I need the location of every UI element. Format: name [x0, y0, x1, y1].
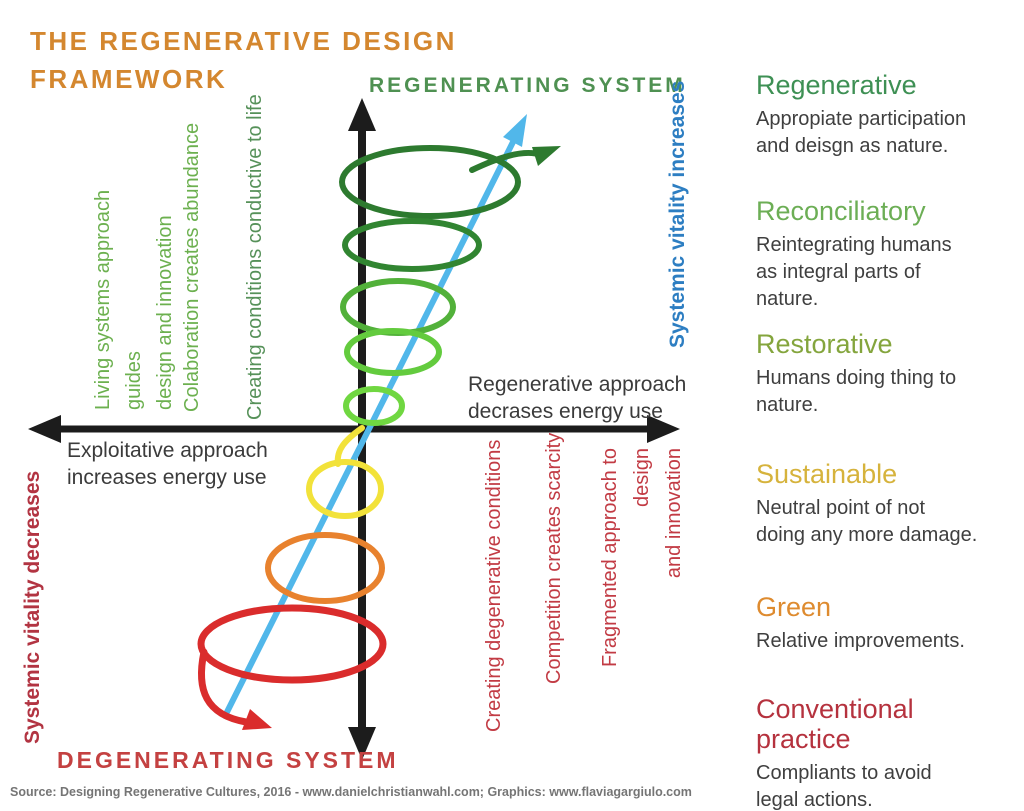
- legend-desc-line: Appropiate participation: [756, 108, 967, 130]
- legend-desc-restorative: Humans doing thing to nature.: [756, 365, 1006, 419]
- page-title: THE REGENERATIVE DESIGN FRAMEWORK: [30, 22, 457, 98]
- legend-desc-line: Compliants to avoid: [756, 762, 932, 784]
- legend-item-conventional-practice: Conventional practice Compliants to avoi…: [756, 694, 1006, 811]
- legend-term-reconciliatory: Reconciliatory: [756, 196, 926, 226]
- legend-desc-line: Humans doing thing to: [756, 367, 957, 389]
- axis-arrow-right-icon: [647, 415, 680, 443]
- note-exploitative-approach: Exploitative approach increases energy u…: [67, 437, 268, 491]
- note-exploitative-line1: Exploitative approach: [67, 439, 268, 462]
- legend-item-restorative: Restorative Humans doing thing to nature…: [756, 329, 1006, 419]
- label-creating-conditions: Creating conditions conductive to life: [244, 94, 266, 420]
- green-spiral-arrow-icon: [532, 146, 561, 166]
- source-attribution: Source: Designing Regenerative Cultures,…: [10, 785, 692, 799]
- legend-term-regenerative: Regenerative: [756, 70, 917, 100]
- spiral-loop-green-1: [339, 145, 521, 219]
- spiral-exit-arm-red: [197, 648, 250, 726]
- blue-trend-arrow-icon: [503, 114, 527, 147]
- legend-desc-line: nature.: [756, 288, 819, 310]
- legend-desc-line: legal actions.: [756, 789, 873, 811]
- legend-desc-regenerative: Appropiate participation and deisgn as n…: [756, 106, 1006, 160]
- legend-desc-line: nature.: [756, 394, 819, 416]
- spiral-loop-green-5: [343, 386, 405, 426]
- legend-desc-line: doing any more damage.: [756, 524, 978, 546]
- legend-desc-conventional-practice: Compliants to avoid legal actions.: [756, 760, 1006, 811]
- spiral-loop-green-2: [342, 218, 482, 272]
- label-living-systems-line1: Living systems approach guides: [92, 189, 145, 410]
- legend: Regenerative Appropiate participation an…: [756, 0, 1016, 811]
- legend-desc-reconciliatory: Reintegrating humans as integral parts o…: [756, 232, 1006, 313]
- label-fragmented-approach: Fragmented approach to design and innova…: [594, 448, 690, 727]
- label-vitality-increases: Systemic vitality increases: [666, 80, 689, 348]
- label-fragmented-line1: Fragmented approach to design: [599, 448, 653, 668]
- note-exploitative-line2: increases energy use: [67, 466, 267, 489]
- legend-term-green: Green: [756, 592, 832, 622]
- legend-item-regenerative: Regenerative Appropiate participation an…: [756, 70, 1006, 160]
- label-competition-scarcity: Competition creates scarcity: [543, 432, 565, 684]
- legend-term-conventional-practice: Conventional practice: [756, 694, 914, 754]
- label-living-systems-line2: design and innovation: [154, 215, 176, 410]
- label-vitality-decreases: Systemic vitality decreases: [21, 470, 44, 744]
- legend-item-reconciliatory: Reconciliatory Reintegrating humans as i…: [756, 196, 1006, 313]
- legend-desc-line: as integral parts of: [756, 261, 921, 283]
- spiral-loop-red: [197, 604, 387, 684]
- legend-item-green: Green Relative improvements.: [756, 592, 1006, 655]
- legend-term-restorative: Restorative: [756, 329, 893, 359]
- legend-desc-line: and deisgn as nature.: [756, 135, 949, 157]
- legend-term-sustainable: Sustainable: [756, 459, 898, 489]
- label-collaboration: Colaboration creates abundance: [181, 122, 203, 412]
- legend-desc-sustainable: Neutral point of not doing any more dama…: [756, 495, 1006, 549]
- legend-desc-line: Neutral point of not: [756, 497, 925, 519]
- legend-desc-green: Relative improvements.: [756, 628, 1006, 655]
- note-regenerative-approach: Regenerative approach decrases energy us…: [468, 371, 686, 425]
- axis-arrow-down-icon: [348, 727, 376, 760]
- note-regenerative-line2: decrases energy use: [468, 400, 663, 423]
- legend-desc-line: Relative improvements.: [756, 630, 965, 652]
- regenerating-system-label: REGENERATING SYSTEM: [369, 74, 686, 97]
- axis-arrow-up-icon: [348, 98, 376, 131]
- spiral-loop-green-4: [344, 328, 442, 376]
- legend-item-sustainable: Sustainable Neutral point of not doing a…: [756, 459, 1006, 549]
- label-degenerative-conditions: Creating degenerative conditions: [483, 439, 505, 732]
- axis-arrow-left-icon: [28, 415, 61, 443]
- legend-desc-line: Reintegrating humans: [756, 234, 952, 256]
- label-fragmented-line2: and innovation: [663, 448, 685, 579]
- spiral-loop-yellow: [306, 459, 384, 519]
- degenerating-system-label: DEGENERATING SYSTEM: [57, 747, 399, 773]
- page-title-line1: THE REGENERATIVE DESIGN: [30, 26, 457, 56]
- spiral-loop-orange: [265, 532, 385, 604]
- note-regenerative-line1: Regenerative approach: [468, 373, 687, 396]
- page-title-line2: FRAMEWORK: [30, 64, 228, 94]
- label-living-systems: Living systems approach guides design an…: [88, 140, 181, 410]
- red-spiral-arrow-icon: [242, 709, 272, 730]
